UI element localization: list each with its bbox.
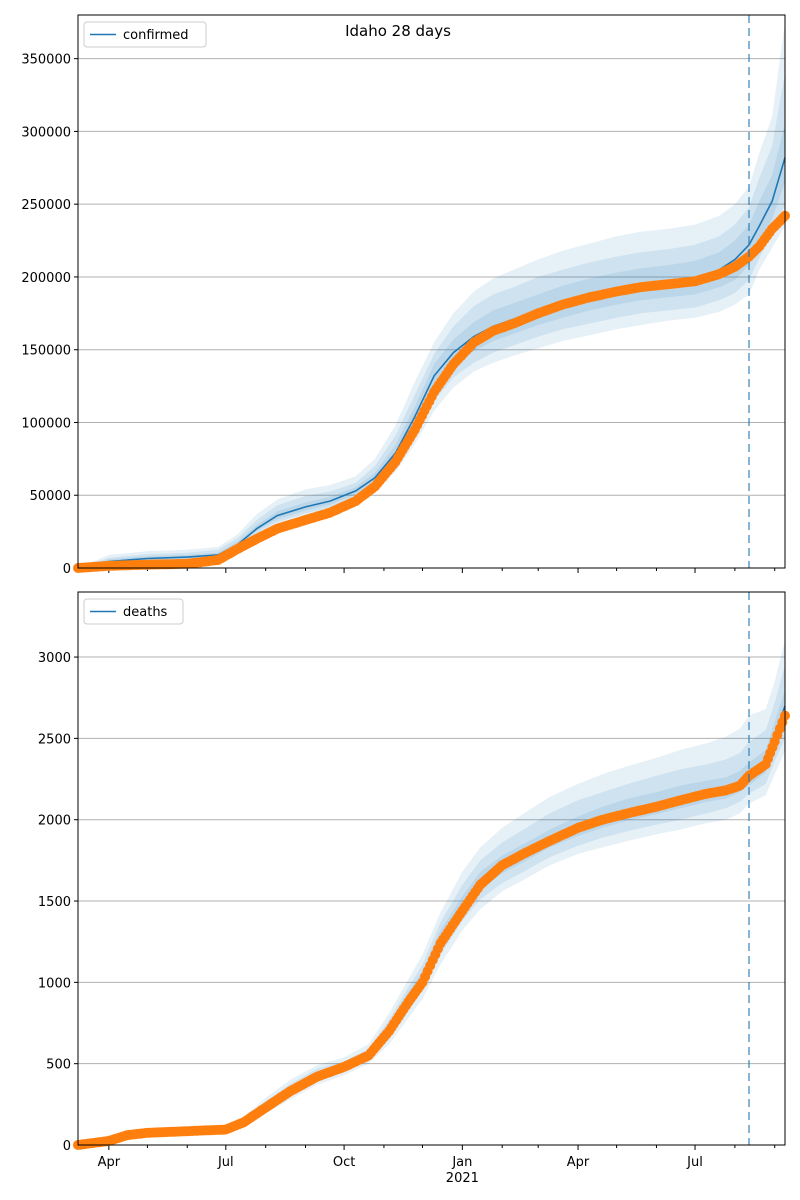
- x-tick-label: Apr: [98, 1155, 121, 1170]
- x-tick-label: Jan: [451, 1155, 472, 1170]
- plot-frame: [77, 591, 786, 1146]
- plot-frame: [77, 14, 786, 569]
- y-tick-label: 300000: [21, 125, 71, 140]
- legend-label: confirmed: [123, 28, 189, 43]
- y-tick-label: 0: [63, 1139, 71, 1154]
- legend-label: deaths: [123, 605, 168, 620]
- year-label: 2021: [446, 1171, 479, 1186]
- confidence-band: [78, 22, 785, 569]
- y-tick-label: 0: [63, 562, 71, 577]
- legend: deaths: [83, 598, 184, 625]
- x-tick-label: Jul: [217, 1155, 234, 1170]
- x-tick-label: Apr: [567, 1155, 590, 1170]
- y-tick-label: 1500: [38, 895, 71, 910]
- y-tick-label: 2500: [38, 732, 71, 747]
- y-tick-label: 250000: [21, 198, 71, 213]
- chart-title: Idaho 28 days: [345, 22, 451, 40]
- confirmed-panel: 0 50000 100000 150000 200000 250000 300000 3500…: [21, 14, 790, 577]
- legend: confirmed: [83, 21, 207, 48]
- y-tick-label: 2000: [38, 814, 71, 829]
- observed-series: [73, 210, 790, 573]
- legend-box: [83, 598, 184, 625]
- x-tick-label: Oct: [333, 1155, 355, 1170]
- y-tick-label: 50000: [30, 489, 71, 504]
- observed-series: [73, 710, 790, 1150]
- y-tick-label: 3000: [38, 651, 71, 666]
- y-tick-label: 150000: [21, 344, 71, 359]
- y-tick-label: 200000: [21, 271, 71, 286]
- y-tick-label: 500: [46, 1058, 71, 1073]
- y-tick-label: 100000: [21, 416, 71, 431]
- y-tick-label: 1000: [38, 976, 71, 991]
- x-tick-label: Jul: [686, 1155, 703, 1170]
- legend-box: [83, 21, 207, 48]
- y-tick-label: 350000: [21, 53, 71, 68]
- deaths-panel: 0 500 1000 1500 2000 2500 3000 deaths Apr Jul Oct J…: [38, 591, 790, 1186]
